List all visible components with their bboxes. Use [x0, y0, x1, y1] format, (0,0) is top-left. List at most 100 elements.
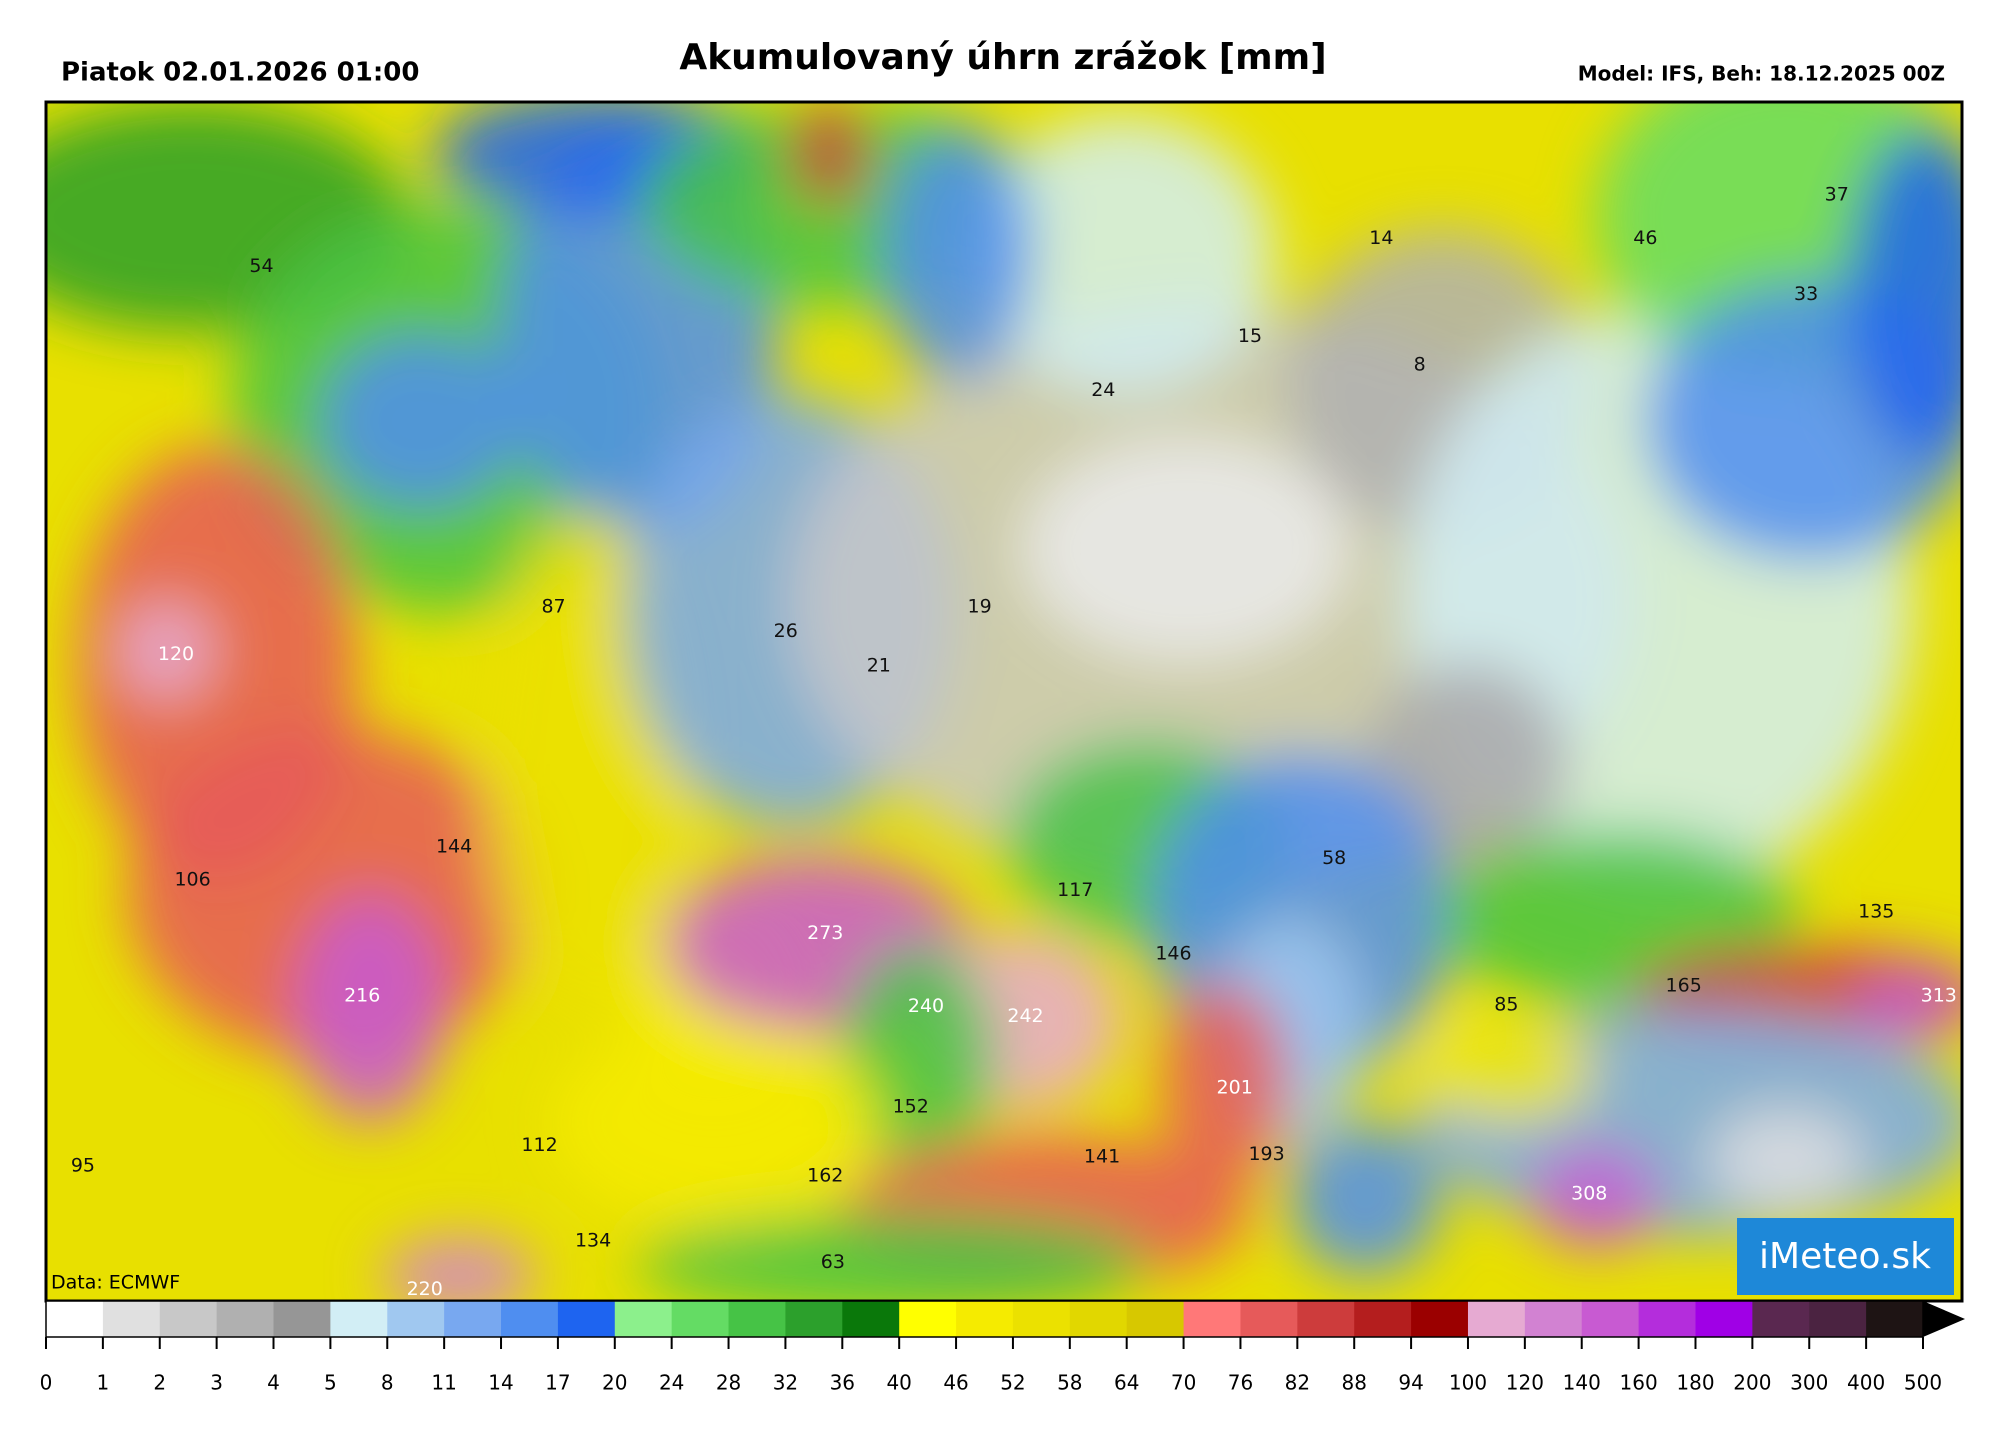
logo: iMeteo.sk	[1759, 1236, 1931, 1277]
map-value-label: 106	[174, 869, 210, 891]
map-value-label: 135	[1858, 900, 1894, 922]
map-value-label: 54	[249, 255, 273, 277]
colorbar-swatch	[1524, 1301, 1583, 1337]
colorbar-tick-label: 120	[1506, 1371, 1544, 1395]
precip-area	[1160, 982, 1289, 1187]
chart-title: Akumulovaný úhrn zrážok [mm]	[679, 37, 1326, 78]
colorbar-swatch	[1638, 1301, 1696, 1337]
map-value-label: 144	[436, 835, 472, 857]
colorbar-swatch	[1581, 1301, 1640, 1337]
colorbar-swatch	[1752, 1301, 1810, 1337]
colorbar-tick-label: 58	[1057, 1371, 1082, 1395]
colorbar-tick-label: 94	[1398, 1371, 1423, 1395]
precip-area	[880, 127, 1034, 383]
colorbar-swatch	[1126, 1301, 1185, 1337]
colorbar-swatch	[159, 1301, 218, 1337]
colorbar-tick-label: 20	[602, 1371, 627, 1395]
map-labels: 54 37 46 14 33 15 8 24 87 120 19 26 21 144 106 58 117 273…	[71, 184, 1957, 1300]
map-value-label: 37	[1825, 184, 1849, 206]
colorbar-swatch	[1354, 1301, 1412, 1337]
precip-area	[1709, 1109, 1863, 1212]
map-value-label: 162	[807, 1165, 843, 1187]
precip-field	[46, 102, 1962, 1301]
colorbar-tick-label: 3	[210, 1371, 223, 1395]
colorbar-tick-label: 140	[1563, 1371, 1601, 1395]
precip-area	[114, 599, 217, 702]
colorbar-swatch	[842, 1301, 900, 1337]
model-info: Model: IFS, Beh: 18.12.2025 00Z	[1578, 62, 1945, 86]
precip-area	[1415, 1020, 1595, 1123]
precip-area	[1849, 127, 1962, 460]
colorbar-swatch	[1809, 1301, 1867, 1337]
colorbar-swatch	[1695, 1301, 1753, 1337]
colorbar-swatch	[671, 1301, 730, 1337]
precip-area	[382, 1237, 536, 1301]
colorbar-swatch	[1866, 1301, 1924, 1337]
map-value-label: 46	[1633, 227, 1657, 249]
colorbar-tick-label: 8	[381, 1371, 394, 1395]
map-value-label: 193	[1248, 1143, 1284, 1165]
precip-area	[841, 943, 995, 1174]
colorbar-swatch	[1069, 1301, 1128, 1337]
colorbar-swatch	[899, 1301, 957, 1337]
map-value-label: 216	[344, 985, 380, 1007]
colorbar-tick-label: 400	[1847, 1371, 1885, 1395]
map-value-label: 112	[521, 1134, 557, 1156]
colorbar-tick-label: 300	[1790, 1371, 1828, 1395]
colorbar-tick-label: 200	[1733, 1371, 1771, 1395]
map-value-label: 220	[407, 1278, 443, 1300]
data-source: Data: ECMWF	[51, 1272, 180, 1294]
map-value-label: 95	[71, 1154, 95, 1176]
precip-area	[293, 892, 447, 1123]
map-value-label: 134	[575, 1230, 611, 1252]
colorbar-swatch	[956, 1301, 1014, 1337]
colorbar-swatch	[102, 1301, 161, 1337]
map-value-label: 308	[1571, 1182, 1607, 1204]
map-value-label: 8	[1414, 353, 1426, 375]
colorbar-tick-label: 100	[1449, 1371, 1487, 1395]
colorbar-tick-label: 36	[830, 1371, 855, 1395]
colorbar-swatch	[1467, 1301, 1526, 1337]
colorbar-swatch	[614, 1301, 673, 1337]
map-value-label: 117	[1057, 879, 1093, 901]
colorbar-tick-label: 180	[1676, 1371, 1714, 1395]
map-value-label: 242	[1007, 1005, 1043, 1027]
colorbar-swatch	[557, 1301, 616, 1337]
map-value-label: 120	[158, 643, 194, 665]
colorbar-tick-label: 1	[97, 1371, 110, 1395]
colorbar-swatch	[46, 1301, 104, 1337]
precip-area	[969, 114, 1276, 396]
precip-area	[318, 331, 523, 511]
map-value-label: 26	[774, 620, 798, 642]
colorbar-tick-label: 11	[431, 1371, 456, 1395]
colorbar-tick-label: 160	[1620, 1371, 1658, 1395]
colorbar-swatch	[216, 1301, 275, 1337]
colorbar-swatch	[501, 1301, 559, 1337]
colorbar-tick-label: 28	[716, 1371, 741, 1395]
precip-area	[1288, 1122, 1442, 1276]
precip-area	[548, 1020, 881, 1225]
colorbar-frame	[45, 1300, 1924, 1338]
colorbar-swatch	[330, 1301, 388, 1337]
precip-area	[1849, 963, 1962, 1040]
precip-area	[790, 102, 868, 205]
map-value-label: 24	[1091, 379, 1115, 401]
map-value-label: 63	[821, 1251, 845, 1273]
colorbar-tick-label: 70	[1171, 1371, 1196, 1395]
map-value-label: 21	[867, 654, 891, 676]
colorbar-tick-label: 24	[659, 1371, 684, 1395]
map-value-label: 33	[1794, 283, 1818, 305]
colorbar-extend	[1923, 1301, 1965, 1337]
colorbar-tick-label: 5	[324, 1371, 337, 1395]
colorbar-swatch	[1183, 1301, 1241, 1337]
colorbar-swatch	[444, 1301, 502, 1337]
map-value-label: 14	[1369, 227, 1393, 249]
map-value-label: 85	[1494, 994, 1518, 1016]
map-value-label: 201	[1217, 1077, 1253, 1099]
colorbar-tick-label: 32	[773, 1371, 798, 1395]
precip-area	[637, 1211, 1148, 1301]
colorbar-tick-label: 88	[1341, 1371, 1366, 1395]
map-value-label: 165	[1666, 974, 1702, 996]
